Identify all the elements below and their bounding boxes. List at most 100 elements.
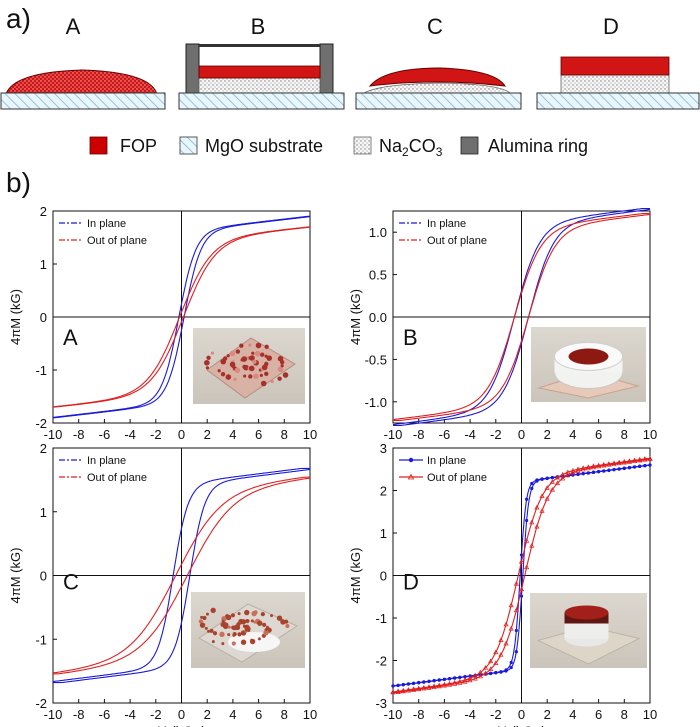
chart-C-legend: In plane Out of plane [59, 455, 147, 484]
legend-label: Out of plane [427, 235, 487, 247]
legend-label-alumina: Alumina ring [488, 136, 588, 156]
data-point [631, 457, 638, 463]
data-point [524, 538, 530, 543]
inset-na2co3-wall [564, 622, 609, 639]
y-tick-label: -1.0 [365, 395, 387, 410]
inset-powder-flake [225, 374, 232, 380]
data-point [580, 465, 586, 470]
inset-powder-flake [260, 612, 265, 617]
inset-powder-flake [217, 369, 221, 373]
inset-powder-flake [264, 354, 268, 358]
inset-powder-flake [220, 358, 227, 365]
data-point [611, 460, 617, 466]
inset-powder-flake [223, 622, 229, 628]
data-point [642, 456, 648, 461]
schematic-A: A [0, 14, 166, 110]
data-point [494, 670, 498, 675]
data-point [535, 478, 539, 482]
inset-powder-flake [280, 619, 286, 625]
inset-powder-flake [285, 623, 290, 629]
data-point [401, 682, 405, 687]
schematic-A-substrate [0, 92, 166, 110]
inset-powder-flake [225, 614, 232, 621]
legend-label-mgo: MgO substrate [205, 136, 323, 156]
x-tick-label: 2 [544, 427, 551, 442]
data-point [477, 669, 483, 675]
data-point [550, 475, 554, 480]
y-tick-label: 0.0 [369, 310, 387, 325]
y-tick-label: 2 [40, 204, 47, 219]
data-point [452, 681, 458, 686]
schematic-B-fop [198, 65, 321, 79]
inset-powder-flake [264, 371, 269, 377]
data-point [601, 461, 607, 467]
inset-powder-flake [251, 610, 257, 617]
x-tick-label: -8 [413, 707, 425, 722]
inset-powder-flake [229, 350, 236, 357]
data-point [590, 463, 597, 469]
inset-powder-flake [252, 359, 257, 364]
data-point [648, 463, 652, 467]
inset-powder-flake [220, 371, 226, 377]
inset-powder-flake [249, 355, 255, 361]
inset-powder-flake [209, 628, 214, 633]
inset-powder-flake [206, 355, 211, 360]
data-point [416, 685, 422, 691]
y-tick-label: -2 [375, 654, 387, 669]
x-tick-label: -10 [384, 427, 403, 442]
inset-powder-flake [244, 609, 250, 616]
data-point [585, 464, 591, 469]
inset-powder-flake [221, 642, 225, 646]
hysteresis-branch-ascending [392, 212, 650, 421]
data-point [595, 462, 602, 468]
chart-A-legend: In plane Out of plane [59, 218, 147, 247]
inset-powder-flake [257, 620, 263, 626]
inset-powder-flake [211, 640, 215, 644]
data-point [514, 628, 518, 633]
inset-powder-flake [243, 374, 247, 378]
data-point [417, 680, 421, 685]
schematic-D-substrate [536, 92, 700, 110]
x-tick-label: 10 [643, 427, 657, 442]
data-point [530, 486, 534, 491]
inset-powder-flake [198, 619, 203, 624]
data-point [458, 675, 462, 679]
hysteresis-branch-descending [393, 208, 651, 427]
inset-powder-flake [239, 621, 243, 625]
legend-label: In plane [427, 218, 466, 230]
inset-powder-flake [230, 613, 236, 618]
inset-photo-D [530, 593, 647, 668]
inset-powder-flake [264, 628, 268, 632]
data-point [493, 660, 499, 665]
data-point [616, 459, 622, 465]
data-point [446, 680, 453, 686]
data-point [626, 458, 633, 463]
y-axis-label: 4πM (kG) [348, 548, 363, 604]
data-point [488, 658, 494, 664]
data-point [498, 637, 504, 642]
data-point [446, 682, 453, 687]
inset-powder-flake [205, 366, 210, 370]
data-point [607, 468, 611, 472]
schematic-D: D [536, 14, 700, 110]
schematic-B-substrate [178, 92, 345, 110]
hysteresis-branch-descending [53, 226, 311, 408]
inset-powder-flake [242, 624, 246, 628]
legend-swatch-fop [89, 136, 108, 155]
data-point [463, 674, 467, 679]
inset-powder-flake [240, 639, 247, 645]
chart-B-panel-letter: B [403, 325, 418, 350]
inset-powder-flake [251, 351, 255, 355]
y-tick-label: -2 [35, 696, 47, 711]
data-point [545, 476, 549, 480]
y-tick-label: -0.5 [365, 352, 387, 367]
inset-powder-flake [227, 633, 231, 637]
data-point [554, 480, 561, 486]
data-point [617, 467, 621, 471]
data-point [489, 671, 493, 675]
hysteresis-branch-descending [393, 213, 651, 422]
y-tick-label: -1 [35, 632, 47, 647]
data-point [597, 469, 601, 474]
x-tick-label: 4 [569, 707, 576, 722]
